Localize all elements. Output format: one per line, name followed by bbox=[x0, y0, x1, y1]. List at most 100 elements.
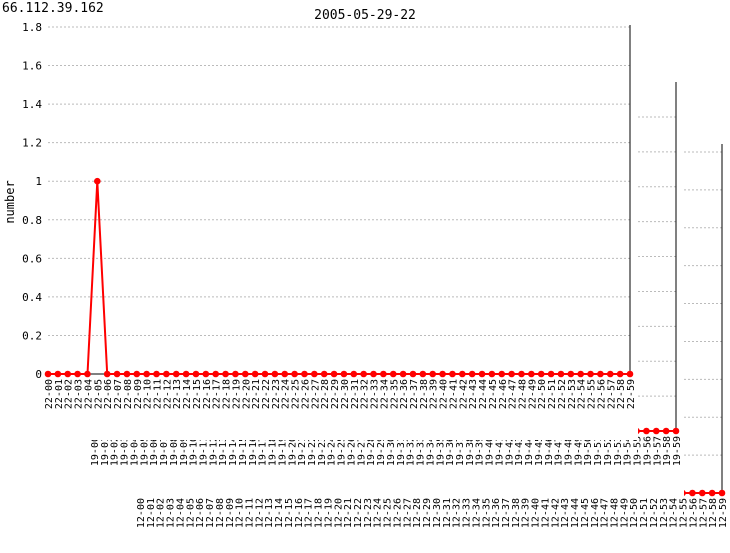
x-tick-label: 19-15 bbox=[238, 436, 249, 466]
data-point bbox=[672, 427, 680, 435]
x-tick-label: 19-42 bbox=[504, 436, 515, 466]
x-tick-label: 19-07 bbox=[159, 436, 170, 466]
x-tick-label: 19-34 bbox=[425, 436, 436, 466]
x-tick-label: 12-19 bbox=[323, 498, 334, 528]
x-tick-label: 12-39 bbox=[521, 498, 532, 528]
x-tick-label: 22-03 bbox=[74, 379, 85, 409]
data-point bbox=[557, 370, 565, 378]
data-point bbox=[518, 370, 525, 378]
x-tick-label: 19-49 bbox=[573, 436, 584, 466]
chart-title: 2005-05-29-22 bbox=[314, 8, 416, 23]
x-tick-label: 19-06 bbox=[149, 436, 160, 466]
x-tick-label: 22-08 bbox=[123, 379, 134, 409]
x-tick-label: 19-53 bbox=[613, 436, 624, 466]
x-tick-label: 19-21 bbox=[297, 436, 308, 466]
data-point bbox=[133, 370, 141, 378]
x-tick-label: 22-01 bbox=[54, 379, 65, 409]
data-point bbox=[389, 370, 397, 378]
x-tick-label: 22-58 bbox=[616, 379, 627, 409]
x-tick-label: 22-28 bbox=[320, 379, 331, 409]
x-tick-label: 22-40 bbox=[439, 379, 450, 409]
x-tick-label: 19-50 bbox=[583, 436, 594, 466]
x-tick-label: 12-46 bbox=[590, 498, 601, 528]
data-point bbox=[459, 370, 466, 378]
data-point bbox=[528, 370, 535, 378]
x-tick-label: 12-34 bbox=[471, 498, 482, 528]
x-tick-label: 12-47 bbox=[600, 498, 611, 528]
data-point bbox=[689, 489, 696, 497]
x-tick-label: 22-44 bbox=[478, 379, 489, 409]
x-tick-label: 19-38 bbox=[465, 436, 476, 466]
x-tick-label: 19-57 bbox=[652, 436, 663, 466]
header-ip-label: 66.112.39.162 bbox=[2, 1, 104, 16]
x-tick-label: 19-37 bbox=[455, 436, 466, 466]
x-tick-label: 19-03 bbox=[120, 436, 131, 466]
data-point bbox=[698, 489, 706, 497]
x-tick-label: 12-49 bbox=[619, 498, 630, 528]
data-point bbox=[449, 370, 456, 378]
x-tick-label: 22-31 bbox=[350, 379, 361, 409]
x-tick-label: 19-59 bbox=[672, 436, 683, 466]
x-tick-label: 22-19 bbox=[231, 379, 242, 409]
data-point bbox=[587, 370, 594, 378]
x-tick-label: 19-41 bbox=[494, 436, 505, 466]
chart-background bbox=[0, 25, 638, 440]
x-tick-label: 22-26 bbox=[300, 379, 311, 409]
x-tick-label: 22-36 bbox=[399, 379, 410, 409]
x-tick-label: 19-48 bbox=[563, 436, 574, 466]
data-point bbox=[311, 370, 318, 378]
data-point bbox=[439, 370, 446, 378]
x-tick-label: 12-50 bbox=[629, 498, 640, 528]
data-point bbox=[113, 370, 121, 378]
x-tick-label: 12-31 bbox=[442, 498, 453, 528]
x-tick-label: 22-41 bbox=[448, 379, 459, 409]
x-tick-label: 12-11 bbox=[245, 498, 256, 528]
x-tick-label: 12-27 bbox=[402, 498, 413, 528]
x-tick-label: 22-25 bbox=[291, 379, 302, 409]
x-tick-label: 19-43 bbox=[514, 436, 525, 466]
x-tick-label: 19-11 bbox=[199, 436, 210, 466]
x-tick-label: 22-48 bbox=[517, 379, 528, 409]
y-tick-label: 0.2 bbox=[22, 329, 42, 342]
x-tick-label: 12-43 bbox=[560, 498, 571, 528]
x-tick-label: 19-28 bbox=[366, 436, 377, 466]
x-tick-label: 19-52 bbox=[603, 436, 614, 466]
data-point bbox=[537, 370, 545, 378]
x-tick-label: 19-29 bbox=[376, 436, 387, 466]
data-point bbox=[419, 370, 427, 378]
data-point bbox=[429, 370, 437, 378]
x-tick-label: 12-30 bbox=[432, 498, 443, 528]
x-tick-label: 12-12 bbox=[254, 498, 265, 528]
x-tick-label: 19-02 bbox=[110, 436, 121, 466]
y-tick-label: 1 bbox=[35, 175, 42, 188]
x-tick-label: 22-05 bbox=[93, 379, 104, 409]
data-point bbox=[192, 370, 200, 378]
x-tick-label: 22-56 bbox=[596, 379, 607, 409]
data-point bbox=[163, 370, 170, 378]
x-tick-label: 12-08 bbox=[215, 498, 226, 528]
data-point bbox=[232, 370, 239, 378]
x-tick-label: 22-35 bbox=[389, 379, 400, 409]
data-point bbox=[44, 370, 52, 378]
x-tick-label: 19-45 bbox=[534, 436, 545, 466]
x-tick-label: 19-16 bbox=[248, 436, 259, 466]
x-tick-label: 19-36 bbox=[445, 436, 456, 466]
data-point bbox=[567, 370, 575, 378]
y-tick-label: 1.2 bbox=[22, 137, 42, 150]
x-tick-label: 12-25 bbox=[383, 498, 394, 528]
x-tick-label: 19-39 bbox=[475, 436, 486, 466]
x-tick-label: 19-04 bbox=[129, 436, 140, 466]
x-tick-label: 19-27 bbox=[356, 436, 367, 466]
x-tick-label: 12-54 bbox=[669, 498, 680, 528]
x-tick-label: 22-55 bbox=[587, 379, 598, 409]
x-tick-label: 19-32 bbox=[406, 436, 417, 466]
x-tick-label: 22-51 bbox=[547, 379, 558, 409]
data-point bbox=[718, 489, 726, 497]
data-point bbox=[606, 370, 614, 378]
data-point bbox=[643, 427, 650, 435]
y-tick-label: 1.8 bbox=[22, 21, 42, 34]
x-tick-label: 19-35 bbox=[435, 436, 446, 466]
x-tick-label: 22-24 bbox=[281, 379, 292, 409]
x-tick-label: 12-13 bbox=[264, 498, 275, 528]
x-tick-label: 22-20 bbox=[241, 379, 252, 409]
